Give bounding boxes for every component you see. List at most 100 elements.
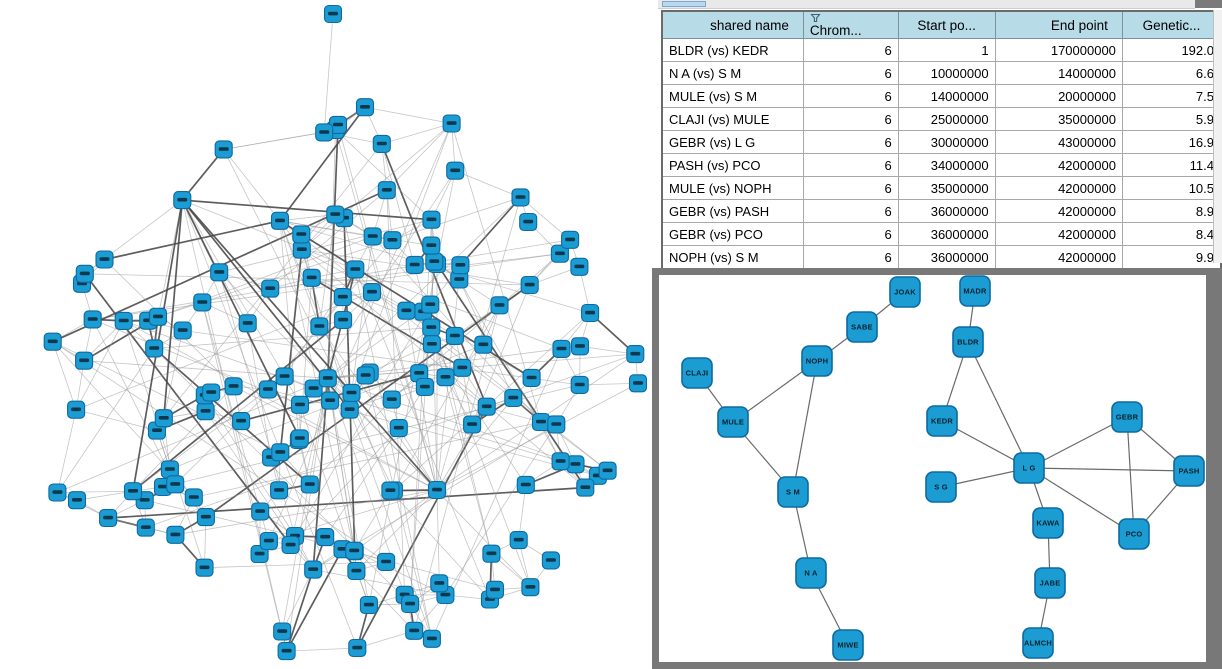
- network-node[interactable]: [214, 140, 233, 159]
- network-node[interactable]: [166, 475, 185, 494]
- table-cell-r10-c4[interactable]: 42000000: [994, 245, 1123, 270]
- network-edge[interactable]: [123, 320, 438, 491]
- network-edge[interactable]: [123, 320, 205, 568]
- network-edge-noph-s-m[interactable]: [792, 360, 818, 493]
- table-cell-r8-c1[interactable]: GEBR (vs) PASH: [661, 199, 804, 223]
- network-node[interactable]: [541, 551, 560, 570]
- network-node-n-a[interactable]: N A: [795, 557, 827, 589]
- table-row-7[interactable]: MULE (vs) NOPH 6 35000000 42000000 10.5: [661, 176, 1222, 200]
- network-node[interactable]: [160, 460, 179, 479]
- network-node[interactable]: [516, 475, 535, 494]
- table-cell-r7-c5[interactable]: 10.5: [1121, 176, 1222, 200]
- network-edge[interactable]: [223, 149, 281, 222]
- network-node[interactable]: [626, 345, 645, 364]
- network-node[interactable]: [405, 255, 424, 274]
- table-cell-r3-c4[interactable]: 20000000: [994, 84, 1123, 108]
- network-node[interactable]: [598, 461, 617, 480]
- network-node-gebr[interactable]: GEBR: [1111, 401, 1143, 433]
- table-cell-r4-c2[interactable]: 6: [802, 107, 899, 131]
- table-row-2[interactable]: N A (vs) S M 6 10000000 14000000 6.6: [661, 61, 1222, 85]
- network-node[interactable]: [43, 332, 62, 351]
- network-edge[interactable]: [281, 378, 329, 632]
- network-edge[interactable]: [279, 106, 366, 222]
- network-node[interactable]: [83, 310, 102, 329]
- network-edge[interactable]: [431, 343, 527, 486]
- network-edge[interactable]: [181, 148, 225, 201]
- network-edge[interactable]: [579, 382, 639, 386]
- table-cell-r1-c1[interactable]: BLDR (vs) KEDR: [661, 38, 804, 62]
- network-edge[interactable]: [369, 343, 433, 373]
- network-node[interactable]: [453, 358, 472, 377]
- network-edge[interactable]: [455, 170, 521, 198]
- network-edge[interactable]: [390, 490, 491, 600]
- network-edge[interactable]: [353, 490, 391, 552]
- filtered-network-canvas[interactable]: JOAK SABE NOPH CLAJI MULE MADR BLDR KEDR GEBR L G…: [659, 275, 1206, 662]
- network-edge[interactable]: [430, 245, 438, 491]
- network-node[interactable]: [463, 415, 482, 434]
- network-node[interactable]: [95, 250, 114, 269]
- network-edge[interactable]: [182, 330, 580, 386]
- network-node[interactable]: [348, 638, 367, 658]
- network-node-s-g[interactable]: S G: [925, 471, 957, 503]
- table-cell-r10-c3[interactable]: 36000000: [897, 245, 996, 270]
- table-row-3[interactable]: MULE (vs) S M 6 14000000 20000000 7.5: [661, 84, 1222, 108]
- network-node[interactable]: [383, 231, 402, 250]
- network-node-claji[interactable]: CLAJI: [681, 357, 713, 389]
- network-node[interactable]: [273, 622, 292, 641]
- network-edge[interactable]: [57, 348, 155, 493]
- network-edge[interactable]: [327, 197, 521, 379]
- network-node[interactable]: [75, 351, 94, 370]
- network-edge[interactable]: [219, 219, 432, 273]
- network-node[interactable]: [422, 335, 441, 354]
- network-node[interactable]: [446, 161, 465, 180]
- network-node-noph[interactable]: NOPH: [801, 345, 833, 377]
- network-node[interactable]: [342, 383, 361, 402]
- network-node[interactable]: [389, 419, 408, 438]
- table-cell-r2-c3[interactable]: 10000000: [897, 61, 996, 85]
- network-edge-l-g-pco[interactable]: [1028, 467, 1135, 535]
- network-node[interactable]: [561, 230, 580, 249]
- network-node[interactable]: [474, 335, 493, 354]
- network-node[interactable]: [238, 314, 257, 333]
- network-node[interactable]: [377, 181, 396, 200]
- network-node[interactable]: [347, 561, 366, 581]
- network-node[interactable]: [154, 409, 173, 428]
- network-edge-l-g-pash[interactable]: [1028, 467, 1190, 472]
- network-node[interactable]: [75, 264, 94, 283]
- network-node-sabe[interactable]: SABE: [846, 311, 878, 343]
- network-node[interactable]: [318, 369, 337, 388]
- network-node[interactable]: [477, 397, 496, 416]
- column-header-start-po[interactable]: Start po...: [897, 10, 996, 39]
- network-node[interactable]: [292, 225, 311, 244]
- network-edge[interactable]: [279, 214, 336, 222]
- network-edge[interactable]: [335, 129, 432, 220]
- main-network-canvas[interactable]: [0, 0, 652, 669]
- main-network-panel[interactable]: [0, 0, 652, 669]
- network-node[interactable]: [270, 211, 290, 230]
- table-cell-r7-c2[interactable]: 6: [802, 176, 899, 200]
- network-node[interactable]: [551, 452, 570, 471]
- network-node[interactable]: [355, 98, 375, 117]
- network-node[interactable]: [397, 301, 416, 320]
- network-node[interactable]: [316, 528, 335, 547]
- table-cell-r2-c4[interactable]: 14000000: [994, 61, 1123, 85]
- network-edge[interactable]: [268, 123, 452, 542]
- table-cell-r6-c3[interactable]: 34000000: [897, 153, 996, 177]
- network-edge[interactable]: [104, 259, 234, 387]
- table-cell-r10-c5[interactable]: 9.9: [1121, 245, 1222, 270]
- network-node[interactable]: [334, 310, 353, 330]
- network-edge[interactable]: [356, 570, 415, 632]
- network-node-jabe[interactable]: JABE: [1034, 567, 1066, 599]
- network-edge[interactable]: [181, 199, 285, 377]
- table-cell-r7-c1[interactable]: MULE (vs) NOPH: [661, 176, 804, 200]
- network-edge[interactable]: [162, 200, 184, 419]
- table-row-10[interactable]: NOPH (vs) S M 6 36000000 42000000 9.9: [661, 245, 1222, 270]
- network-node[interactable]: [570, 257, 589, 276]
- network-edge[interactable]: [436, 397, 514, 491]
- network-edge[interactable]: [132, 386, 234, 492]
- network-node[interactable]: [377, 552, 396, 571]
- table-cell-r10-c2[interactable]: 6: [802, 245, 899, 270]
- table-cell-r9-c3[interactable]: 36000000: [897, 222, 996, 246]
- table-cell-r2-c1[interactable]: N A (vs) S M: [661, 61, 804, 85]
- table-cell-r2-c2[interactable]: 6: [802, 61, 899, 85]
